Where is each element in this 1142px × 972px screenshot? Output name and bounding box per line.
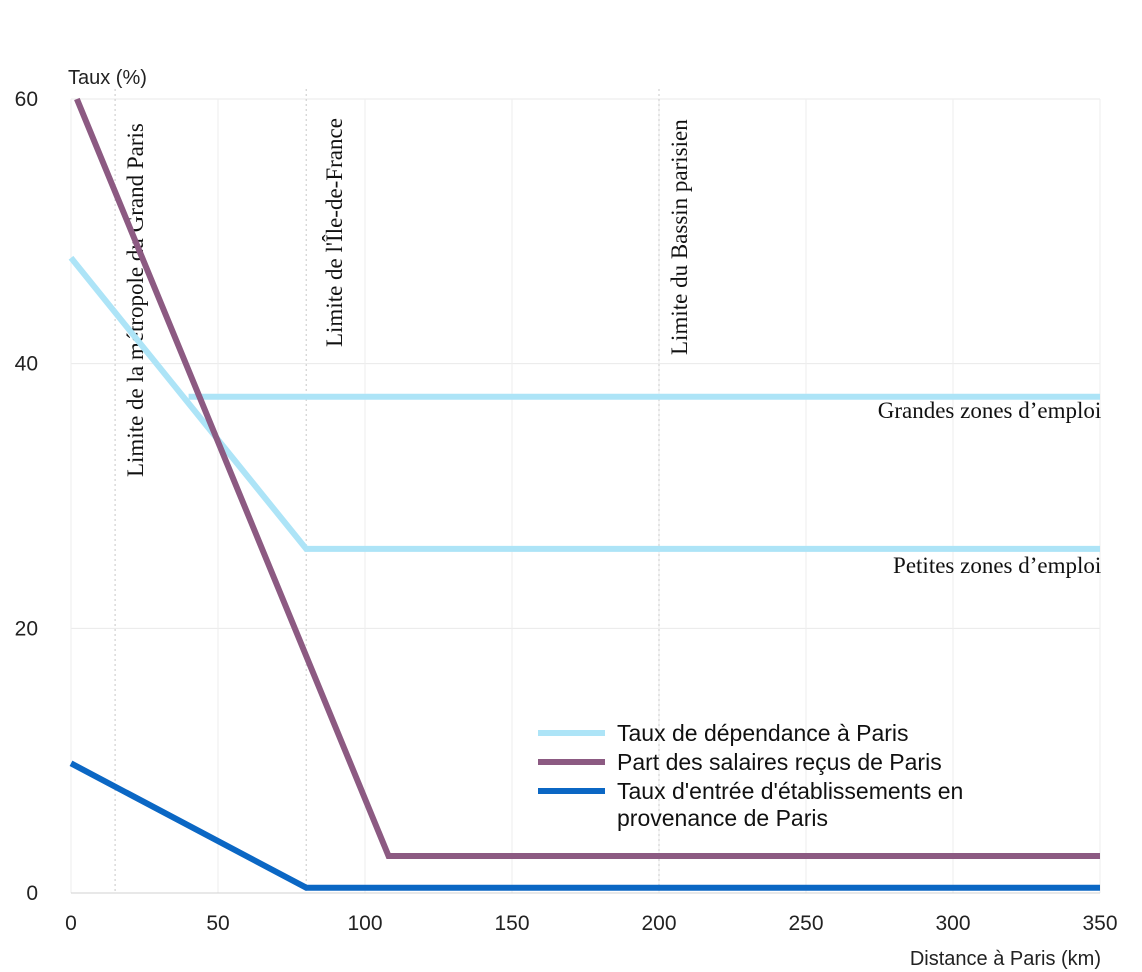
grid <box>70 98 1101 894</box>
x-tick-label: 0 <box>65 912 77 935</box>
legend-label: provenance de Paris <box>617 805 828 831</box>
axes: 0 50 100 150 200 250 300 350 0 20 40 60 <box>15 88 1118 935</box>
legend: Taux de dépendance à Paris Part des salai… <box>538 720 963 831</box>
vertical-markers: Limite de la métropole du Grand Paris Lim… <box>114 89 692 893</box>
x-tick-label: 300 <box>935 912 970 935</box>
y-tick-label: 40 <box>15 353 38 376</box>
series-line <box>69 760 1100 891</box>
annotation-label: Grandes zones d’emploi <box>878 398 1102 423</box>
x-axis-title: Distance à Paris (km) <box>910 948 1101 970</box>
x-tick-label: 50 <box>206 912 229 935</box>
series-line <box>74 97 1100 859</box>
x-tick-label: 250 <box>788 912 823 935</box>
marker-label: Limite de la métropole du Grand Paris <box>123 123 148 477</box>
y-tick-label: 20 <box>15 617 38 640</box>
marker-label: Limite du Bassin parisien <box>667 119 692 355</box>
legend-label: Taux d'entrée d'établissements en <box>617 778 963 804</box>
series-lines <box>68 97 1100 891</box>
y-axis-title: Taux (%) <box>68 67 147 89</box>
x-tick-label: 100 <box>347 912 382 935</box>
x-tick-label: 150 <box>494 912 529 935</box>
x-tick-label: 200 <box>641 912 676 935</box>
annotations: Grandes zones d’emploi Petites zones d’em… <box>878 398 1102 578</box>
legend-label: Part des salaires reçus de Paris <box>617 749 942 775</box>
y-tick-label: 0 <box>26 882 38 905</box>
y-tick-label: 60 <box>15 88 38 111</box>
x-tick-label: 350 <box>1082 912 1117 935</box>
annotation-label: Petites zones d’emploi <box>893 553 1101 578</box>
series-line <box>68 255 1100 552</box>
legend-label: Taux de dépendance à Paris <box>617 720 909 746</box>
marker-label: Limite de l'Île-de-France <box>322 118 347 347</box>
